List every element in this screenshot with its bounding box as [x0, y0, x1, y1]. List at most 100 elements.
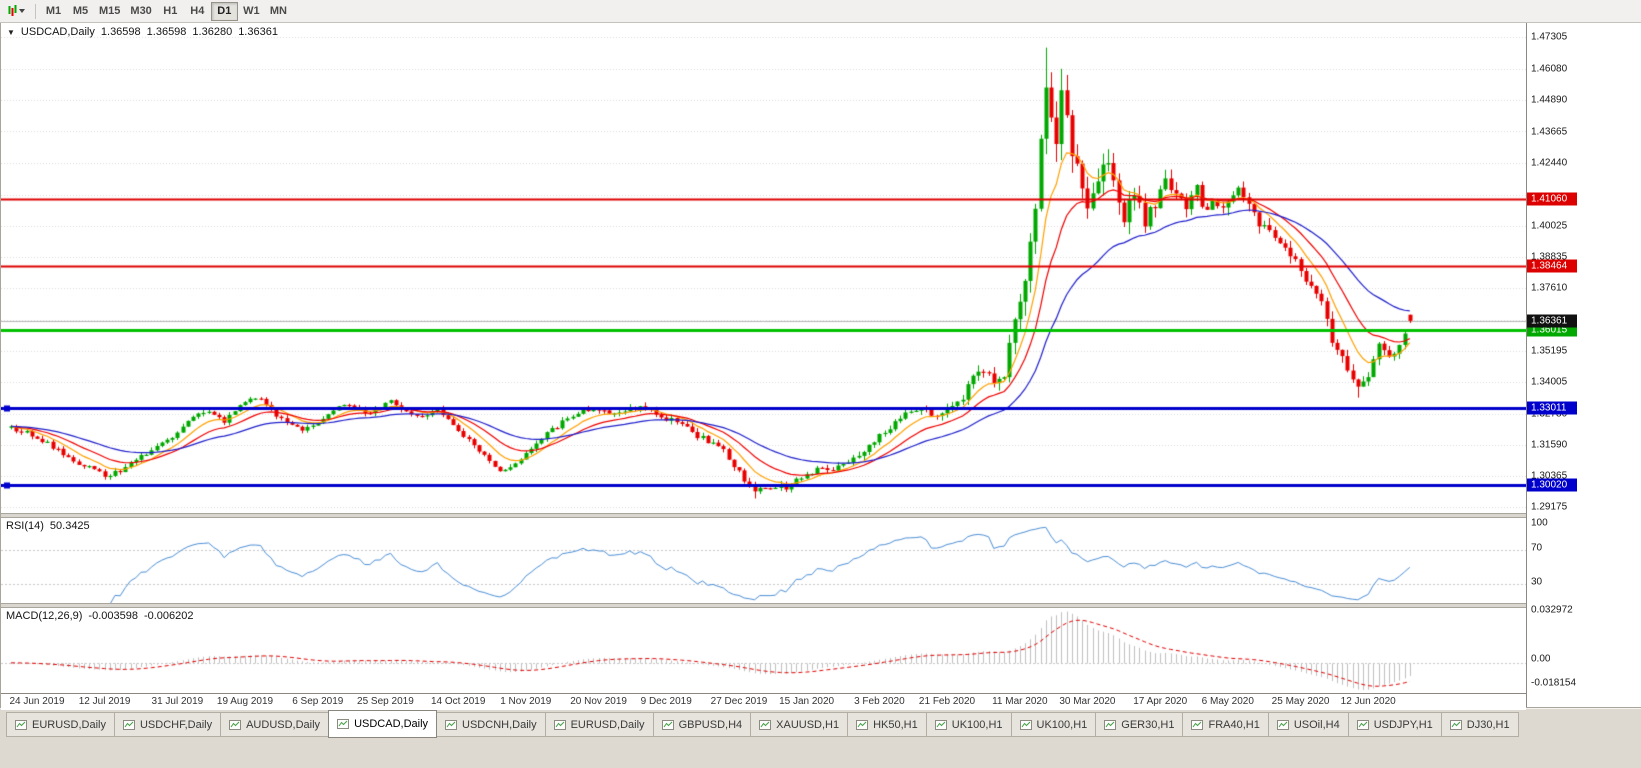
- timeframe-button-h1[interactable]: H1: [157, 2, 184, 21]
- date-label: 21 Feb 2020: [918, 696, 976, 707]
- tab-chart-icon: [445, 719, 458, 730]
- date-label: 14 Oct 2019: [430, 696, 486, 707]
- timeframe-button-h4[interactable]: H4: [184, 2, 211, 21]
- chart-tabs-bar: EURUSD,Daily USDCHF,Daily AUDUSD,Daily USDC…: [0, 708, 1641, 738]
- date-label: 15 Jan 2020: [779, 696, 835, 707]
- timeframe-button-d1[interactable]: D1: [210, 1, 238, 21]
- rsi-level-label: 70: [1531, 542, 1543, 554]
- price-tick-label: 1.38835: [1531, 251, 1568, 263]
- timeframe-button-m30[interactable]: M30: [125, 2, 156, 21]
- tab-chart-icon: [1019, 719, 1032, 730]
- price-tick-label: 1.46080: [1531, 63, 1568, 75]
- rsi-level-label: 30: [1531, 576, 1543, 588]
- chart-tab-audusd-daily[interactable]: AUDUSD,Daily: [220, 712, 330, 737]
- timeframe-button-m5[interactable]: M5: [67, 2, 94, 21]
- date-label: 12 Jun 2020: [1340, 696, 1396, 707]
- date-label: 9 Dec 2019: [640, 696, 692, 707]
- tab-label: HK50,H1: [873, 718, 918, 731]
- chart-tab-dj30-h1[interactable]: DJ30,H1: [1440, 712, 1519, 737]
- price-tick-label: 1.30365: [1531, 470, 1568, 482]
- date-label: 12 Jul 2019: [78, 696, 131, 707]
- macd-indicator-label: MACD(12,26,9) -0.003598 -0.006202: [6, 610, 200, 622]
- status-bar: [0, 738, 1641, 768]
- tab-label: XAUUSD,H1: [776, 718, 840, 731]
- tab-chart-icon: [337, 719, 350, 729]
- macd-main-value: -0.003598: [88, 610, 138, 622]
- date-label: 17 Apr 2020: [1133, 696, 1188, 707]
- date-label: 20 Nov 2019: [570, 696, 627, 707]
- price-scale[interactable]: 1.47305 1.46080 1.44890 1.43665 1.42440 1.400…: [1526, 23, 1641, 707]
- tab-chart-icon: [229, 719, 242, 730]
- price-tick-label: 1.40025: [1531, 220, 1568, 232]
- price-badge: 1.41060: [1527, 192, 1577, 206]
- charts-dropdown-icon[interactable]: [3, 2, 31, 20]
- tab-chart-icon: [1449, 719, 1462, 730]
- price-badge: 1.36361: [1527, 314, 1577, 328]
- chart-tab-usdcnh-daily[interactable]: USDCNH,Daily: [436, 712, 546, 737]
- tab-label: DJ30,H1: [1466, 718, 1510, 731]
- timeframe-buttons-group: M1 M5 M15 M30 H1 H4 D1 W1 MN: [40, 1, 292, 21]
- macd-name: MACD(12,26,9): [6, 610, 83, 622]
- date-label: 30 Mar 2020: [1059, 696, 1116, 707]
- chart-plot-column: ▼ USDCAD,Daily 1.36598 1.36598 1.36280 1…: [1, 23, 1526, 710]
- timeframe-button-m15[interactable]: M15: [94, 2, 125, 21]
- tab-chart-icon: [1104, 719, 1117, 730]
- chart-tab-usoil-h4[interactable]: USOil,H4: [1267, 712, 1349, 737]
- rsi-canvas[interactable]: [1, 518, 1526, 603]
- date-label: 19 Aug 2019: [216, 696, 274, 707]
- tab-chart-icon: [759, 719, 772, 730]
- price-tick-label: 1.34005: [1531, 376, 1568, 388]
- legend-symbol: USDCAD,Daily: [20, 26, 95, 38]
- date-label: 11 Mar 2020: [992, 696, 1048, 707]
- chart-tab-usdcad-daily[interactable]: USDCAD,Daily: [328, 710, 438, 738]
- date-label: 31 Jul 2019: [151, 696, 204, 707]
- macd-level-label: -0.018154: [1531, 677, 1577, 689]
- date-label: 3 Feb 2020: [854, 696, 905, 707]
- chart-tab-usdchf-daily[interactable]: USDCHF,Daily: [113, 712, 222, 737]
- tab-chart-icon: [1356, 719, 1369, 730]
- price-tick-label: 1.29175: [1531, 501, 1568, 513]
- tab-label: USDJPY,H1: [1373, 718, 1433, 731]
- chart-legend: ▼ USDCAD,Daily 1.36598 1.36598 1.36280 1…: [7, 26, 284, 38]
- legend-open: 1.36598: [100, 26, 141, 38]
- macd-signal-value: -0.006202: [143, 610, 194, 622]
- time-axis[interactable]: 24 Jun 2019 12 Jul 2019 31 Jul 2019 19 Aug …: [1, 693, 1526, 710]
- chart-tab-uk100-h1[interactable]: UK100,H1: [1010, 712, 1097, 737]
- chart-tab-fra40-h1[interactable]: FRA40,H1: [1182, 712, 1269, 737]
- macd-level-label: 0.00: [1531, 653, 1551, 665]
- tab-chart-icon: [1191, 719, 1204, 730]
- price-chart-canvas[interactable]: [1, 23, 1526, 513]
- date-label: 6 Sep 2019: [292, 696, 344, 707]
- tab-label: USDCAD,Daily: [354, 718, 429, 730]
- tab-label: GBPUSD,H4: [678, 718, 743, 731]
- panel-separator[interactable]: [1, 603, 1526, 608]
- rsi-name: RSI(14): [6, 520, 44, 532]
- chart-tab-ger30-h1[interactable]: GER30,H1: [1095, 712, 1184, 737]
- timeframe-button-m1[interactable]: M1: [40, 2, 67, 21]
- timeframe-button-mn[interactable]: MN: [265, 2, 292, 21]
- macd-canvas[interactable]: [1, 608, 1526, 693]
- timeframe-button-w1[interactable]: W1: [238, 2, 265, 21]
- tab-label: USOil,H4: [1293, 718, 1340, 731]
- chart-tab-hk50-h1[interactable]: HK50,H1: [847, 712, 927, 737]
- tab-chart-icon: [122, 719, 135, 730]
- chart-tab-eurusd-daily[interactable]: EURUSD,Daily: [544, 712, 654, 737]
- chart-tab-usdjpy-h1[interactable]: USDJPY,H1: [1347, 712, 1442, 737]
- tab-label: EURUSD,Daily: [570, 718, 645, 731]
- toolbar-separator: [35, 3, 36, 19]
- chart-tab-xauusd-h1[interactable]: XAUUSD,H1: [750, 712, 849, 737]
- panel-separator[interactable]: [1, 513, 1526, 518]
- chart-tab-eurusd-daily[interactable]: EURUSD,Daily: [6, 712, 115, 737]
- rsi-indicator-label: RSI(14) 50.3425: [6, 520, 96, 532]
- date-label: 25 Sep 2019: [357, 696, 414, 707]
- price-tick-label: 1.43665: [1531, 126, 1568, 137]
- tab-label: GER30,H1: [1121, 718, 1175, 731]
- date-label: 6 May 2020: [1201, 696, 1254, 707]
- legend-high: 1.36598: [146, 26, 187, 38]
- chart-tab-gbpusd-h4[interactable]: GBPUSD,H4: [652, 712, 752, 737]
- tab-chart-icon: [934, 719, 947, 730]
- chart-tab-uk100-h1[interactable]: UK100,H1: [925, 712, 1012, 737]
- collapse-arrow-icon[interactable]: ▼: [7, 27, 15, 37]
- price-badge: 1.30020: [1527, 478, 1577, 492]
- price-tick-label: 1.44890: [1531, 94, 1568, 106]
